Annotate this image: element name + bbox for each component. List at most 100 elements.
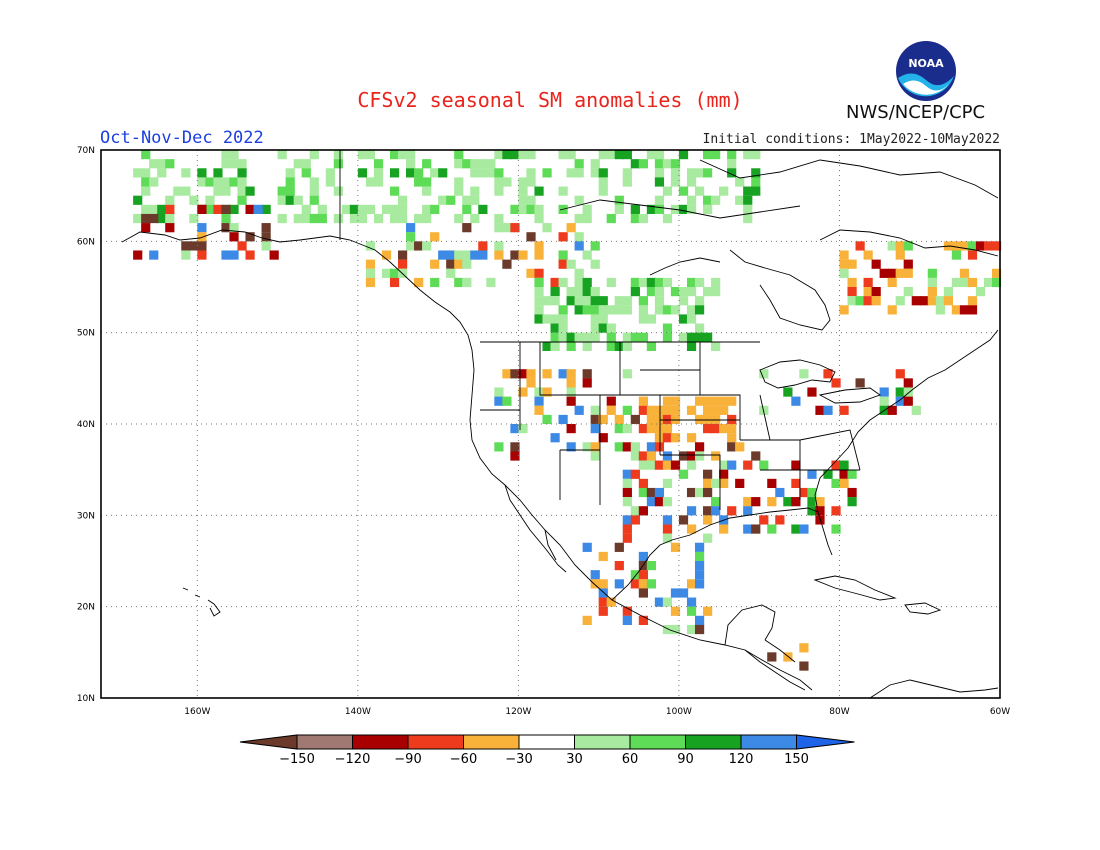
anomaly-cell <box>662 478 673 488</box>
anomaly-cell <box>614 414 624 425</box>
anomaly-cell <box>221 186 231 196</box>
longitude-tick-label: 160W <box>184 707 210 717</box>
anomaly-cell <box>951 305 962 315</box>
anomaly-cell <box>149 213 159 224</box>
anomaly-cell <box>735 442 745 452</box>
anomaly-cell <box>654 204 665 214</box>
anomaly-cell <box>333 159 343 169</box>
anomaly-cell <box>727 396 737 406</box>
colorbar-segment <box>463 734 520 750</box>
anomaly-cell <box>221 159 231 169</box>
anomaly-cell <box>558 259 568 269</box>
anomaly-cell <box>510 442 520 452</box>
colorbar-segment <box>740 734 797 750</box>
anomaly-cell <box>662 414 673 425</box>
anomaly-cell <box>614 341 624 351</box>
anomaly-cell <box>646 277 657 288</box>
anomaly-cell <box>582 305 592 315</box>
anomaly-cell <box>630 277 640 288</box>
anomaly-cell <box>703 469 713 479</box>
anomaly-cell <box>582 369 592 379</box>
anomaly-cell <box>606 277 616 288</box>
anomaly-cell <box>670 305 681 315</box>
latitude-ticks: 10N 20N 30N 40N 50N 60N 70N <box>77 146 95 704</box>
anomaly-cell <box>703 204 713 214</box>
anomaly-cell <box>751 168 761 178</box>
anomaly-cell <box>414 168 424 178</box>
anomaly-cell <box>670 606 681 616</box>
anomaly-cell <box>935 296 945 306</box>
anomaly-cell <box>197 223 207 233</box>
anomaly-cell <box>903 387 913 397</box>
anomaly-cell <box>598 579 608 589</box>
anomaly-cell <box>462 204 472 214</box>
anomaly-cell <box>951 250 962 260</box>
anomaly-cell <box>694 570 705 580</box>
anomaly-cell <box>855 241 865 251</box>
anomaly-cell <box>654 296 665 306</box>
anomaly-cell <box>799 643 809 653</box>
anomaly-cell <box>662 624 673 635</box>
anomaly-cell <box>590 287 600 297</box>
anomaly-cell <box>566 387 576 397</box>
anomaly-cell <box>751 186 761 196</box>
anomaly-cell <box>646 424 657 434</box>
anomaly-cell <box>686 168 697 178</box>
anomaly-cell <box>470 250 480 260</box>
anomaly-cell <box>486 159 496 169</box>
anomaly-cell <box>486 277 496 288</box>
anomaly-cell <box>703 195 713 205</box>
anomaly-cell <box>373 159 384 169</box>
anomaly-cell <box>839 250 849 260</box>
anomaly-cell <box>550 341 560 351</box>
anomaly-cell <box>309 177 319 187</box>
anomaly-cell <box>727 433 737 443</box>
anomaly-cell <box>727 159 737 169</box>
anomaly-cell <box>606 150 616 160</box>
anomaly-cell <box>285 195 295 205</box>
anomaly-cell <box>582 213 592 224</box>
anomaly-cell <box>670 542 681 552</box>
anomaly-cell <box>237 177 247 187</box>
anomaly-cell <box>959 277 970 288</box>
longitude-tick-label: 140W <box>345 707 371 717</box>
anomaly-cell <box>654 177 665 187</box>
anomaly-cell <box>381 268 392 278</box>
anomaly-cell <box>662 186 673 196</box>
anomaly-cell <box>678 287 689 297</box>
anomaly-cell <box>903 287 913 297</box>
anomaly-cell <box>646 204 657 214</box>
latitude-tick-label: 70N <box>77 146 95 156</box>
anomaly-cell <box>301 159 311 169</box>
anomaly-cell <box>703 396 713 406</box>
anomaly-cell <box>598 305 608 315</box>
anomaly-cell <box>542 223 552 233</box>
anomaly-cell <box>494 396 504 406</box>
anomaly-cell <box>582 542 592 552</box>
colorbar-segment <box>685 734 742 750</box>
anomaly-cell <box>229 159 239 169</box>
anomaly-cell <box>662 433 673 443</box>
anomaly-cell <box>711 405 721 415</box>
anomaly-cell <box>502 396 512 406</box>
anomaly-cell <box>494 250 504 260</box>
anomaly-cell <box>406 223 416 233</box>
anomaly-cell <box>719 524 729 534</box>
anomaly-cell <box>157 168 167 178</box>
anomaly-cell <box>630 469 640 479</box>
anomaly-cell <box>534 314 544 324</box>
colorbar-arrow-low <box>239 734 298 750</box>
anomaly-cell <box>614 195 624 205</box>
anomaly-cell <box>614 561 624 571</box>
anomaly-cell <box>590 570 600 580</box>
anomaly-cell <box>389 186 400 196</box>
anomaly-cell <box>141 213 151 224</box>
anomaly-cell <box>454 277 464 288</box>
anomaly-cell <box>430 204 440 214</box>
anomaly-cell <box>213 186 223 196</box>
anomaly-cell <box>526 204 536 214</box>
anomaly-cell <box>670 177 681 187</box>
anomaly-cell <box>534 186 544 196</box>
anomaly-cell <box>975 287 986 297</box>
anomaly-cell <box>422 204 432 214</box>
